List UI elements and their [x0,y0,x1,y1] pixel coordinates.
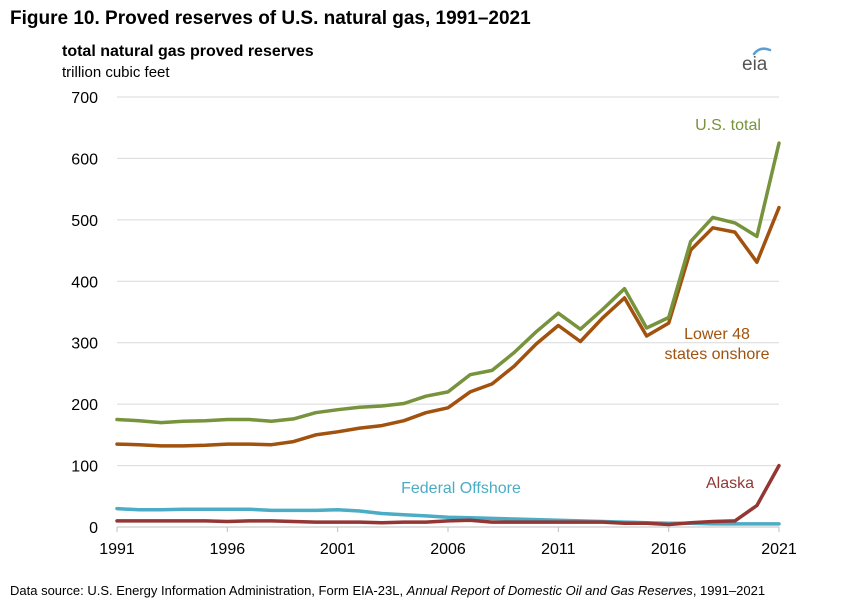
series-label-lower48: Lower 48 [684,326,750,343]
y-axis-unit-label: trillion cubic feet [62,64,170,81]
series-label-federal-offshore: Federal Offshore [401,480,521,497]
figure-title: Figure 10. Proved reserves of U.S. natur… [10,8,531,29]
x-tick-label: 1996 [210,541,246,558]
series-lines [115,141,781,527]
y-tick-label: 700 [71,90,98,107]
series-line-lower48 [115,205,781,448]
source-suffix: , 1991–2021 [692,583,766,598]
series-label-us-total: U.S. total [695,117,761,134]
x-tick-label: 2001 [320,541,356,558]
source-report-title: Annual Report of Domestic Oil and Gas Re… [406,583,693,598]
y-tick-label: 100 [71,459,98,476]
series-labels: U.S. total Lower 48 states onshore Federal … [401,117,769,497]
gridlines [117,96,779,467]
data-source-note: Data source: U.S. Energy Information Adm… [10,583,765,598]
y-tick-label: 500 [71,213,98,230]
eia-logo-text: eia [742,54,768,75]
eia-logo-arc-icon [752,47,772,56]
x-tick-label: 2016 [651,541,687,558]
x-axis-ticks: 1991 1996 2001 2006 2011 2016 2021 [99,527,797,558]
x-tick-label: 2021 [761,541,797,558]
y-tick-label: 0 [89,520,98,537]
series-label-lower48: states onshore [665,346,770,363]
y-tick-label: 600 [71,151,98,168]
y-tick-label: 400 [71,274,98,291]
eia-logo: eia [742,47,772,75]
series-line-alaska [115,463,781,527]
source-prefix: Data source: U.S. Energy Information Adm… [10,583,407,598]
series-line-us-total [115,141,781,425]
x-tick-label: 2006 [430,541,466,558]
x-tick-label: 2011 [541,541,576,558]
y-axis-ticks: 0 100 200 300 400 500 600 700 [71,90,98,537]
y-tick-label: 200 [71,397,98,414]
y-tick-label: 300 [71,336,98,353]
series-label-alaska: Alaska [706,475,754,492]
x-tick-label: 1991 [99,541,135,558]
chart-title: total natural gas proved reserves [62,43,314,60]
